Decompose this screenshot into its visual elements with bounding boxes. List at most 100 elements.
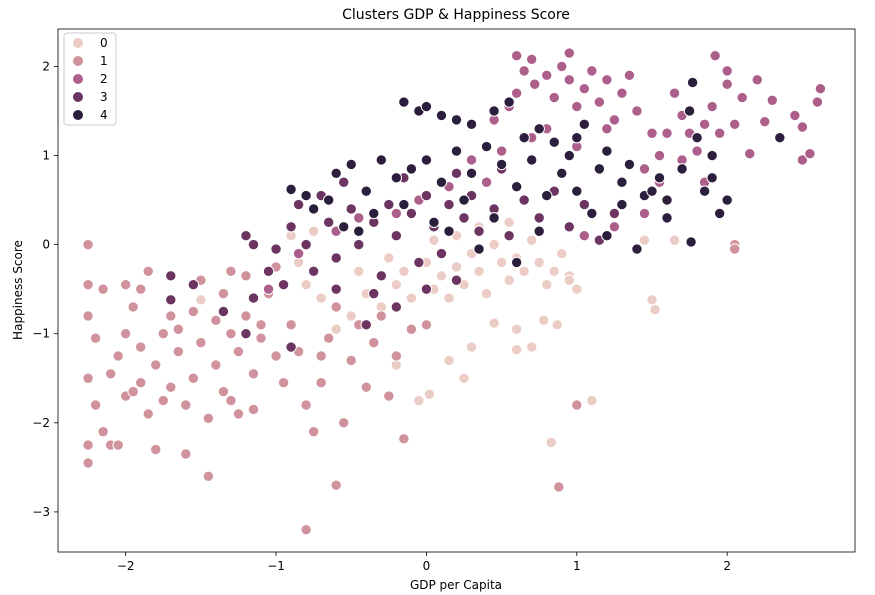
point-cluster-4 [556,167,568,180]
point-cluster-4 [601,145,613,157]
point-cluster-0 [488,317,500,329]
point-cluster-1 [210,314,222,327]
point-cluster-2 [623,69,636,82]
point-cluster-3 [300,238,312,251]
point-cluster-2 [578,82,591,95]
point-cluster-3 [578,198,591,211]
point-cluster-4 [685,236,697,248]
point-cluster-1 [225,328,237,340]
point-cluster-4 [368,207,380,220]
point-cluster-0 [465,341,478,353]
point-cluster-4 [488,105,500,117]
point-cluster-2 [353,212,365,224]
point-cluster-4 [706,149,718,162]
point-cluster-4 [480,140,493,153]
point-cluster-3 [368,287,380,300]
point-cluster-1 [187,372,200,384]
point-cluster-0 [307,225,320,237]
point-cluster-2 [528,78,541,90]
point-cluster-2 [653,149,666,162]
point-cluster-4 [300,189,312,202]
x-tick-label: 2 [723,559,731,573]
point-cluster-2 [608,114,621,126]
point-cluster-0 [330,323,342,335]
point-cluster-3 [240,328,252,340]
point-cluster-1 [398,433,410,445]
point-cluster-1 [307,426,320,438]
points-layer [82,47,827,536]
point-cluster-1 [119,279,132,291]
point-cluster-2 [608,221,621,233]
point-cluster-0 [538,314,550,327]
point-cluster-2 [646,127,658,139]
y-axis-ticks: −3 −2 −1 0 1 2 [32,59,58,519]
point-cluster-1 [89,332,102,344]
point-cluster-4 [330,167,342,180]
point-cluster-3 [503,230,515,242]
point-cluster-3 [217,305,230,318]
point-cluster-3 [262,265,275,278]
point-cluster-3 [405,207,418,220]
point-cluster-4 [713,207,726,220]
point-cluster-2 [556,60,568,73]
y-tick-label: 1 [42,149,50,163]
point-cluster-4 [473,243,485,255]
point-cluster-2 [262,283,275,295]
point-cluster-1 [82,457,94,469]
point-cluster-0 [423,388,436,400]
point-cluster-1 [217,385,230,398]
point-cluster-0 [353,265,365,278]
point-cluster-4 [601,230,613,242]
point-cluster-1 [97,426,109,438]
point-cluster-0 [533,256,545,269]
legend-label-0: 0 [100,36,108,50]
y-tick-label: 0 [42,238,50,252]
point-cluster-4 [428,216,440,229]
point-cluster-1 [135,377,147,389]
point-cluster-1 [180,399,192,411]
point-cluster-2 [811,96,824,108]
point-cluster-2 [563,47,575,59]
point-cluster-1 [322,332,335,344]
point-cluster-2 [804,148,816,160]
point-cluster-4 [518,131,530,144]
point-cluster-4 [686,76,699,89]
point-cluster-4 [571,185,583,197]
point-cluster-0 [571,283,583,295]
point-cluster-2 [721,78,733,90]
legend-marker-3 [72,91,84,103]
point-cluster-3 [292,198,305,211]
point-cluster-2 [814,82,827,95]
point-cluster-4 [503,96,515,108]
point-cluster-0 [450,261,463,273]
y-tick-label: 2 [42,59,50,73]
point-cluster-0 [480,287,493,300]
point-cluster-4 [510,181,523,193]
point-cluster-4 [435,176,448,188]
point-cluster-1 [135,283,147,295]
point-cluster-3 [307,265,320,278]
point-cluster-3 [450,274,463,286]
point-cluster-1 [240,310,252,322]
point-cluster-3 [247,238,260,251]
point-cluster-1 [405,323,418,335]
point-cluster-4 [443,225,455,237]
point-cluster-1 [165,381,177,393]
point-cluster-1 [383,390,395,402]
point-cluster-2 [744,148,756,160]
point-cluster-1 [247,403,260,416]
point-cluster-1 [553,481,565,493]
point-cluster-1 [142,408,154,420]
plot-frame [57,28,856,553]
point-cluster-4 [616,198,628,211]
point-cluster-4 [631,243,643,255]
point-cluster-0 [390,279,403,291]
point-cluster-0 [556,247,568,260]
point-cluster-3 [270,243,282,255]
point-cluster-0 [541,279,553,291]
point-cluster-1 [247,368,260,380]
point-cluster-2 [759,115,771,128]
legend-box [63,32,117,126]
point-cluster-1 [112,439,124,451]
point-cluster-1 [315,350,327,362]
